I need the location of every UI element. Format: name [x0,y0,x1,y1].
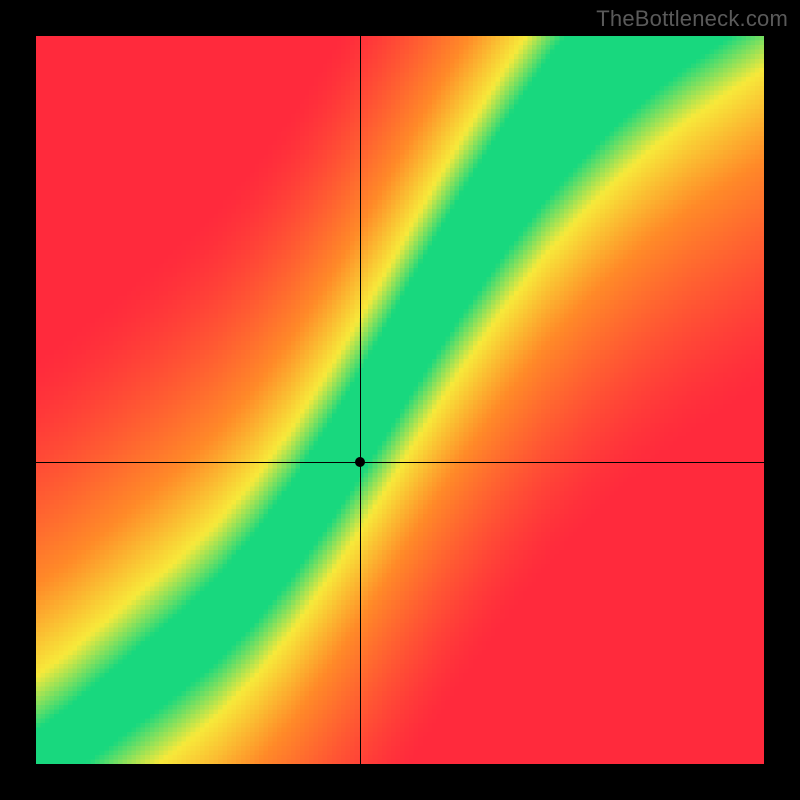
plot-area [36,36,764,764]
crosshair-vertical [360,36,361,764]
heatmap-canvas [36,36,764,764]
crosshair-marker [355,457,365,467]
crosshair-horizontal [36,462,764,463]
watermark-text: TheBottleneck.com [596,6,788,32]
chart-container: TheBottleneck.com [0,0,800,800]
